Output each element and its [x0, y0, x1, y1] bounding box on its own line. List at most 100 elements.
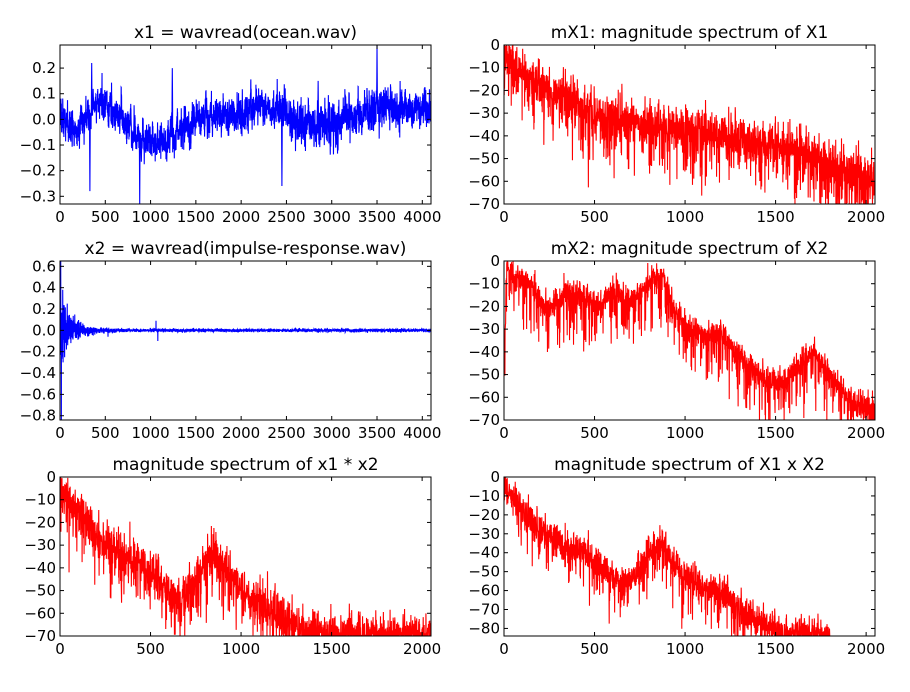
series-line-mX1 [504, 45, 875, 204]
y-tick-label: −30 [468, 320, 500, 338]
y-tick-label: 0 [490, 252, 500, 270]
subplot-mX1: 0 500 1000 1500 2000 −70 −60 −50 −40 −30 −20 −10 0 mX… [468, 23, 885, 226]
x-tick-label: 1500 [177, 424, 215, 442]
y-tick-label: 0.1 [32, 85, 56, 103]
series-line-mX2 [504, 261, 875, 420]
y-tick-label: −0.8 [20, 407, 56, 425]
x-tick-label: 500 [136, 640, 165, 658]
x-tick-label: 1000 [666, 208, 704, 226]
x-tick-label: 0 [499, 208, 509, 226]
x-tick-label: 0 [55, 424, 65, 442]
y-tick-label: −20 [468, 506, 500, 524]
subplot-x1: 0 500 1000 1500 2000 2500 3000 3500 4000 −0.3 −0.2… [20, 23, 442, 226]
y-tick-label: −40 [468, 127, 500, 145]
x-tick-label: 500 [580, 640, 609, 658]
x-tick-label: 2500 [267, 424, 305, 442]
y-tick-label: −60 [468, 172, 500, 190]
y-tick-label: −0.2 [20, 162, 56, 180]
y-tick-label: 0 [490, 468, 500, 486]
x-tick-label: 2500 [267, 208, 305, 226]
x-tick-label: 500 [580, 424, 609, 442]
x-tick-label: 0 [55, 208, 65, 226]
x-tick-label: 1500 [757, 424, 795, 442]
x-tick-label: 1500 [177, 208, 215, 226]
y-tick-label: −0.2 [20, 343, 56, 361]
subplot-y1: 0 500 1000 1500 2000 −70 −60 −50 −40 −30 −20 −10 0 ma… [24, 455, 441, 658]
axes-frame [503, 44, 876, 205]
x-tick-label: 2000 [222, 424, 260, 442]
chart-title: mX1: magnitude spectrum of X1 [551, 23, 829, 43]
x-tick-label: 0 [55, 640, 65, 658]
axes-frame [59, 260, 432, 421]
y-tick-label: 0 [46, 468, 56, 486]
y-tick-label: −80 [468, 619, 500, 637]
x-tick-label: 2000 [403, 640, 441, 658]
x-tick-label: 0 [499, 424, 509, 442]
y-tick-label: −50 [468, 366, 500, 384]
y-tick-label: −70 [468, 195, 500, 213]
y-tick-label: −60 [24, 604, 56, 622]
y-tick-label: −70 [24, 627, 56, 645]
x-tick-label: 4000 [403, 208, 441, 226]
axes-frame [59, 44, 432, 205]
chart-title: x1 = wavread(ocean.wav) [134, 23, 357, 43]
x-tick-label: 1500 [313, 640, 351, 658]
y-tick-label: −50 [468, 563, 500, 581]
y-tick-label: −50 [468, 150, 500, 168]
chart-title: x2 = wavread(impulse-response.wav) [85, 239, 407, 259]
y-tick-label: −60 [468, 388, 500, 406]
axes-frame [59, 476, 432, 637]
x-tick-label: 1000 [666, 424, 704, 442]
y-tick-label: −40 [24, 559, 56, 577]
y-tick-label: −20 [468, 297, 500, 315]
x-tick-label: 3000 [313, 424, 351, 442]
x-tick-label: 1000 [131, 424, 169, 442]
x-tick-label: 0 [499, 640, 509, 658]
x-tick-label: 2000 [222, 208, 260, 226]
y-tick-label: −0.3 [20, 187, 56, 205]
y-tick-label: 0.0 [32, 321, 56, 339]
y-tick-label: −60 [468, 582, 500, 600]
x-tick-label: 2000 [847, 640, 885, 658]
series-line-y1 [60, 477, 431, 636]
y-tick-label: −20 [468, 81, 500, 99]
series-line-x2 [60, 261, 431, 420]
chart-title: mX2: magnitude spectrum of X2 [551, 239, 829, 259]
subplot-y2: 0 500 1000 1500 2000 −80−70−60−50−40−30−20−10… [468, 455, 885, 658]
chart-title: magnitude spectrum of x1 * x2 [112, 455, 378, 475]
y-tick-label: 0 [490, 36, 500, 54]
x-tick-label: 4000 [403, 424, 441, 442]
x-tick-label: 2000 [847, 424, 885, 442]
series-line-y2 [504, 477, 831, 636]
x-tick-label: 3500 [358, 208, 396, 226]
y-tick-label: −0.4 [20, 364, 56, 382]
y-tick-label: −20 [24, 513, 56, 531]
x-tick-label: 3500 [358, 424, 396, 442]
subplot-x2: 0 500 1000 1500 2000 2500 3000 3500 4000 −0.8 −0.6… [20, 239, 442, 442]
y-tick-label: −30 [468, 104, 500, 122]
y-tick-label: −30 [24, 536, 56, 554]
y-tick-label: 0.6 [32, 257, 56, 275]
x-tick-label: 1000 [222, 640, 260, 658]
y-tick-label: 0.2 [32, 300, 56, 318]
x-tick-label: 2000 [847, 208, 885, 226]
y-tick-label: −10 [468, 59, 500, 77]
x-tick-label: 500 [580, 208, 609, 226]
x-tick-label: 1000 [666, 640, 704, 658]
y-tick-label: 0.2 [32, 59, 56, 77]
x-tick-label: 3000 [313, 208, 351, 226]
y-tick-label: −70 [468, 601, 500, 619]
x-tick-label: 500 [91, 424, 120, 442]
y-tick-label: −50 [24, 582, 56, 600]
chart-title: magnitude spectrum of X1 x X2 [554, 455, 825, 475]
x-tick-label: 1000 [131, 208, 169, 226]
x-tick-label: 1500 [757, 640, 795, 658]
y-tick-label: −10 [24, 491, 56, 509]
y-tick-label: 0.0 [32, 110, 56, 128]
series-line-x1 [60, 45, 431, 204]
axes-frame [503, 476, 876, 637]
axes-frame [503, 260, 876, 421]
y-tick-label: −10 [468, 487, 500, 505]
x-tick-label: 500 [91, 208, 120, 226]
